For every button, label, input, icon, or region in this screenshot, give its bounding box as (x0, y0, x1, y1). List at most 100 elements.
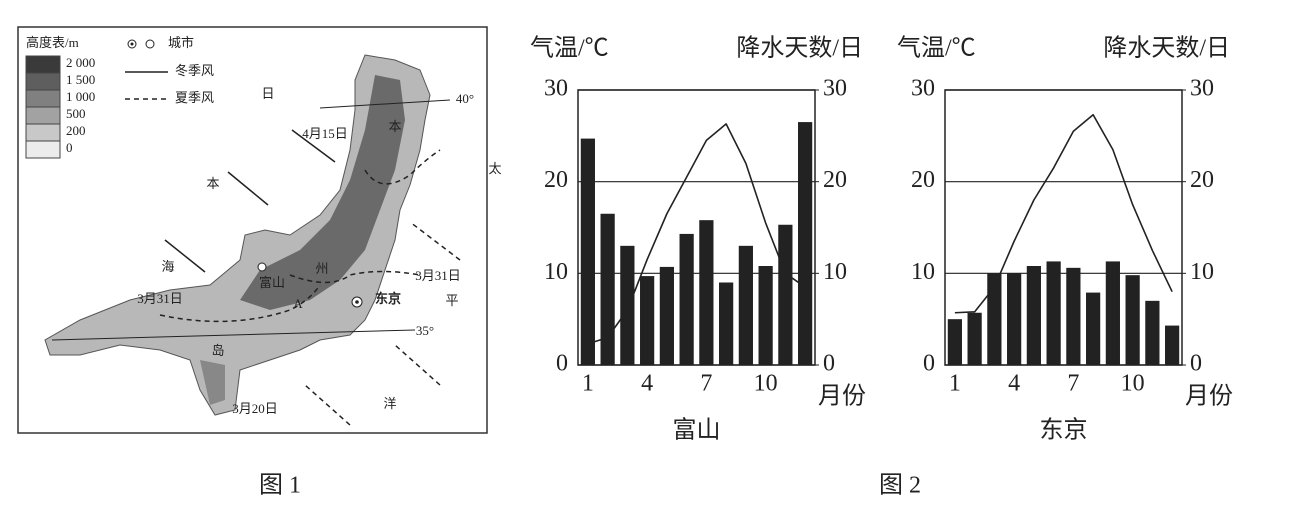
mountain-area (200, 360, 225, 405)
x-tick-label: 10 (1121, 371, 1145, 397)
legend-label: 200 (66, 123, 86, 138)
bar (620, 245, 635, 365)
y-tick-label: 20 (544, 167, 568, 193)
y-tick-label: 0 (556, 351, 568, 377)
map-label: 太 (488, 161, 501, 176)
x-axis-title: 月份 (818, 383, 866, 410)
bar (1046, 261, 1061, 365)
map-label: 富山 (259, 275, 285, 290)
legend-label: 1 500 (66, 72, 95, 87)
map-label: 40° (456, 91, 474, 106)
date-line (289, 270, 421, 284)
x-tick-label: 10 (754, 371, 778, 397)
honshu-land (44, 54, 431, 416)
y-tick-label: 10 (544, 259, 568, 285)
y-tick-label: 20 (911, 167, 935, 193)
legend-label: 1 000 (66, 89, 95, 104)
bar (758, 266, 773, 365)
bar (798, 122, 813, 365)
wind-arrow (394, 344, 441, 386)
legend-swatch (25, 106, 61, 125)
legend-swatch (25, 89, 61, 108)
x-tick-label: 1 (582, 371, 594, 397)
map-label: 3月31日 (137, 291, 183, 306)
y2-tick-label: 20 (1190, 167, 1214, 193)
y-tick-label: 30 (544, 76, 568, 102)
x-tick-label: 1 (949, 371, 961, 397)
map-label: 州 (315, 261, 328, 276)
y2-tick-label: 10 (1190, 259, 1214, 285)
bar (679, 233, 694, 365)
bar (699, 220, 714, 365)
y2-tick-label: 30 (1190, 76, 1214, 102)
map-label: 4月15日 (302, 126, 348, 141)
x-tick-label: 4 (641, 371, 653, 397)
y2-tick-label: 20 (823, 167, 847, 193)
map-label: 3月31日 (415, 268, 461, 283)
bar (580, 138, 595, 365)
latitude-line (51, 329, 416, 341)
y2-axis-title: 降水天数/日 (1103, 35, 1230, 62)
map-label: 洋 (383, 396, 396, 411)
city-marker (257, 262, 267, 272)
x-tick-label: 7 (700, 371, 712, 397)
legend-label: 2 000 (66, 55, 95, 70)
map-label: 35° (416, 323, 434, 338)
map-label: 平 (445, 293, 458, 308)
bar (1066, 267, 1081, 365)
legend-title: 高度表/m (26, 35, 79, 50)
y-axis-title: 气温/℃ (530, 35, 609, 62)
legend-label: 冬季风 (175, 63, 214, 78)
legend-label: 0 (66, 140, 73, 155)
date-line (159, 284, 321, 323)
bar (719, 282, 734, 365)
bar (1145, 300, 1160, 365)
legend-label: 夏季风 (175, 90, 214, 105)
temperature-line (587, 123, 806, 345)
y2-tick-label: 10 (823, 259, 847, 285)
caption: 图 2 (879, 473, 921, 499)
y2-axis-title: 降水天数/日 (736, 35, 863, 62)
legend-swatch (25, 140, 61, 159)
bar (738, 245, 753, 365)
wind-arrow (164, 239, 206, 273)
map-label: 本 (388, 119, 401, 134)
bar (967, 312, 982, 365)
legend-swatch (25, 123, 61, 142)
map-label: 3月20日 (232, 401, 278, 416)
y-tick-label: 30 (911, 76, 935, 102)
wind-arrow (291, 129, 336, 163)
map-label: 本 (206, 176, 219, 191)
chart-title: 东京 (1040, 417, 1088, 444)
map-label: 日 (261, 86, 274, 101)
bar (640, 276, 655, 365)
wind-arrow (304, 384, 351, 426)
bar (1125, 275, 1140, 365)
y2-tick-label: 0 (1190, 351, 1202, 377)
summer-winds (159, 149, 461, 426)
map-label: A (293, 296, 303, 311)
bar (947, 319, 962, 365)
x-tick-label: 4 (1008, 371, 1020, 397)
legend-label: 500 (66, 106, 86, 121)
chart-title: 富山 (673, 417, 721, 444)
bar (1007, 273, 1022, 365)
bar (600, 213, 615, 365)
bar (1026, 266, 1041, 365)
y2-tick-label: 0 (823, 351, 835, 377)
y-axis-title: 气温/℃ (897, 35, 976, 62)
winter-winds (164, 129, 336, 273)
wind-arrow (409, 221, 461, 261)
bar (778, 224, 793, 365)
capital-marker (355, 300, 359, 304)
y-tick-label: 10 (911, 259, 935, 285)
latitude-line (319, 99, 451, 109)
legend-swatch (25, 55, 61, 74)
x-tick-label: 7 (1067, 371, 1079, 397)
caption: 图 1 (259, 473, 301, 499)
legend-icon (130, 42, 134, 46)
map-label: 岛 (211, 343, 224, 358)
y-tick-label: 0 (923, 351, 935, 377)
